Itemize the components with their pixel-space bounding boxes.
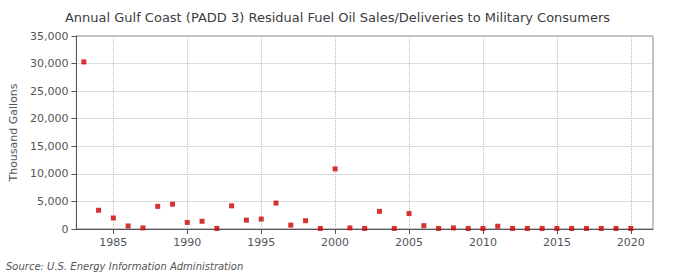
svg-text:1995: 1995	[247, 236, 275, 249]
svg-text:2000: 2000	[321, 236, 349, 249]
svg-text:25,000: 25,000	[30, 85, 69, 98]
svg-text:1985: 1985	[99, 236, 127, 249]
svg-text:15,000: 15,000	[30, 140, 69, 153]
svg-text:Annual Gulf Coast (PADD 3) Res: Annual Gulf Coast (PADD 3) Residual Fuel…	[65, 10, 610, 25]
svg-text:2010: 2010	[469, 236, 497, 249]
svg-text:5,000: 5,000	[37, 195, 69, 208]
svg-text:2020: 2020	[617, 236, 645, 249]
svg-text:20,000: 20,000	[30, 112, 69, 125]
svg-text:1990: 1990	[173, 236, 201, 249]
svg-text:10,000: 10,000	[30, 167, 69, 180]
svg-text:30,000: 30,000	[30, 57, 69, 70]
svg-text:35,000: 35,000	[30, 30, 69, 43]
svg-text:2015: 2015	[543, 236, 571, 249]
svg-text:2005: 2005	[395, 236, 423, 249]
svg-text:0: 0	[61, 223, 68, 236]
svg-text:Thousand Gallons: Thousand Gallons	[7, 83, 20, 182]
svg-text:Source: U.S. Energy Informatio: Source: U.S. Energy Information Administ…	[6, 261, 243, 272]
